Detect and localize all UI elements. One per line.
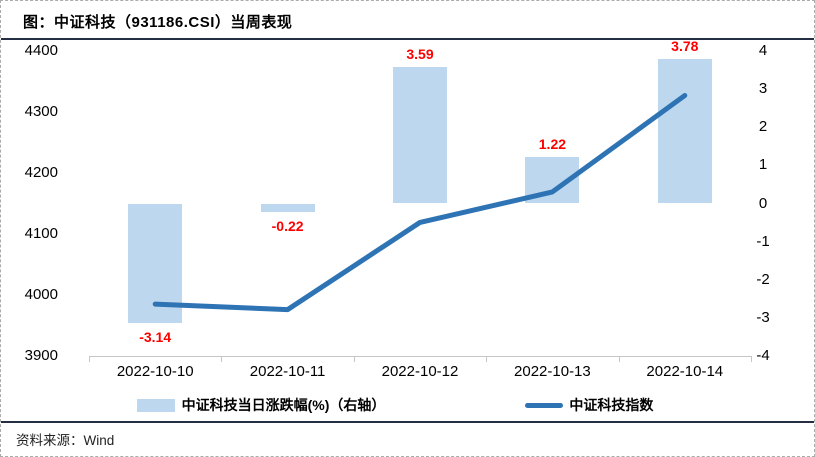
bar-series-label: 中证科技当日涨跌幅(%)（右轴） bbox=[181, 397, 386, 413]
right-axis-tick-label: 0 bbox=[758, 194, 768, 212]
legend-item-bar-series: 中证科技当日涨跌幅(%)（右轴） bbox=[136, 395, 386, 415]
right-axis-tick-label: 3 bbox=[758, 80, 768, 98]
x-axis-category-label: 2022-10-10 bbox=[116, 363, 194, 380]
legend: 中证科技当日涨跌幅(%)（右轴） 中证科技指数 bbox=[1, 394, 789, 416]
right-axis-tick-label: 1 bbox=[758, 156, 768, 174]
x-axis-category-label: 2022-10-14 bbox=[646, 363, 724, 380]
right-axis-tick-label: -2 bbox=[756, 270, 770, 288]
right-axis-tick-label: -1 bbox=[756, 232, 770, 250]
bar-value-label: 3.59 bbox=[406, 45, 434, 62]
x-axis-line bbox=[89, 356, 751, 357]
left-axis-tick-label: 4000 bbox=[24, 286, 58, 303]
source-note: 资料来源：Wind bbox=[16, 433, 115, 448]
bar-daily-change bbox=[128, 203, 183, 324]
left-axis-tick-label: 3900 bbox=[24, 347, 58, 364]
bar-daily-change bbox=[393, 66, 447, 204]
bar-daily-change bbox=[657, 59, 712, 204]
right-axis-tick-label: 4 bbox=[758, 42, 768, 59]
chart-title: 图：中证科技（931186.CSI）当周表现 bbox=[23, 14, 293, 31]
x-axis-category-label: 2022-10-11 bbox=[249, 363, 326, 380]
bar-daily-change bbox=[525, 156, 580, 204]
right-axis-tick-label: 2 bbox=[758, 118, 768, 136]
left-axis-tick-label: 4200 bbox=[24, 164, 58, 181]
bar-value-label: -0.22 bbox=[271, 217, 304, 234]
x-axis-tick bbox=[89, 356, 90, 362]
bar-value-label: 1.22 bbox=[538, 135, 567, 152]
x-axis-tick bbox=[353, 356, 355, 362]
line-series-label: 中证科技指数 bbox=[569, 397, 654, 413]
x-axis-tick bbox=[618, 356, 620, 362]
line-series-swatch bbox=[525, 402, 564, 408]
x-axis-tick bbox=[486, 356, 488, 362]
x-axis-tick bbox=[751, 356, 752, 362]
left-axis-tick-label: 4300 bbox=[24, 103, 58, 120]
left-axis-tick-label: 4400 bbox=[24, 42, 58, 59]
x-axis-tick bbox=[221, 356, 223, 362]
bar-value-label: 3.78 bbox=[671, 38, 699, 55]
bar-series-swatch bbox=[136, 398, 175, 412]
legend-item-line-series: 中证科技指数 bbox=[525, 395, 653, 415]
x-axis-category-label: 2022-10-12 bbox=[381, 363, 459, 380]
x-axis-category-label: 2022-10-13 bbox=[514, 363, 591, 380]
left-axis-tick-label: 4100 bbox=[24, 225, 58, 242]
right-axis-tick-label: -4 bbox=[756, 347, 770, 364]
title-divider-rule bbox=[1, 38, 814, 40]
right-axis-tick-label: -3 bbox=[756, 308, 770, 326]
bar-value-label: -3.14 bbox=[139, 329, 172, 346]
footer-divider-rule bbox=[1, 421, 814, 423]
bar-daily-change bbox=[260, 203, 315, 212]
